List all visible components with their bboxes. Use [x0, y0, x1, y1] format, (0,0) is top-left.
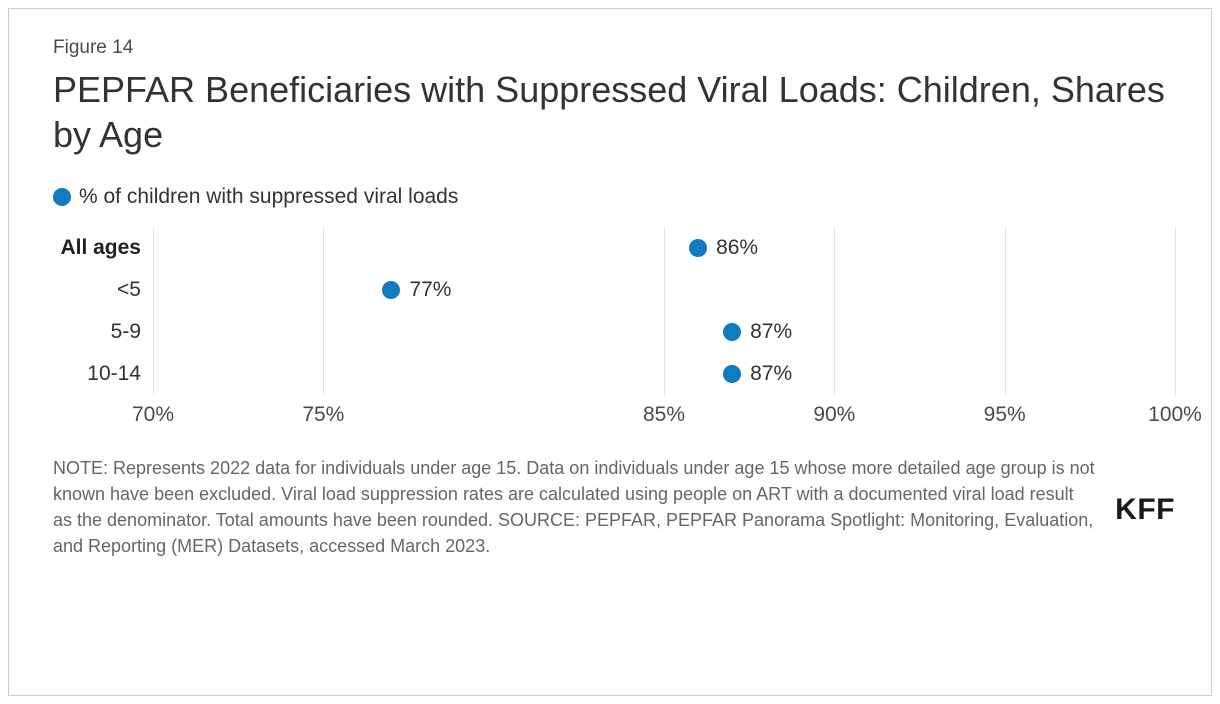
x-tick-label: 85%: [643, 403, 685, 427]
data-point-icon: [723, 365, 741, 383]
figure-number: Figure 14: [53, 37, 1175, 59]
x-tick-label: 95%: [984, 403, 1026, 427]
x-tick-label: 100%: [1148, 403, 1202, 427]
x-tick-label: 70%: [132, 403, 174, 427]
y-category-label: 10-14: [87, 362, 153, 386]
chart-area: All ages86%<577%5-987%10-1487% 70%75%85%…: [153, 227, 1175, 437]
x-tick-label: 75%: [302, 403, 344, 427]
data-point-icon: [689, 239, 707, 257]
data-point-label: 87%: [750, 362, 792, 386]
chart-row: All ages86%: [153, 227, 1175, 269]
data-point-label: 77%: [409, 278, 451, 302]
y-category-label: 5-9: [111, 320, 153, 344]
y-category-label: All ages: [60, 236, 153, 260]
chart-title: PEPFAR Beneficiaries with Suppressed Vir…: [53, 67, 1175, 157]
legend-marker-icon: [53, 188, 71, 206]
x-axis: 70%75%85%90%95%100%: [153, 395, 1175, 435]
legend: % of children with suppressed viral load…: [53, 185, 1175, 209]
gridline: [1175, 227, 1176, 395]
chart-row: 10-1487%: [153, 353, 1175, 395]
brand-logo: KFF: [1115, 493, 1175, 527]
data-point-label: 86%: [716, 236, 758, 260]
plot-region: All ages86%<577%5-987%10-1487%: [153, 227, 1175, 395]
data-point-icon: [723, 323, 741, 341]
figure-container: Figure 14 PEPFAR Beneficiaries with Supp…: [8, 8, 1212, 696]
chart-row: 5-987%: [153, 311, 1175, 353]
data-point-label: 87%: [750, 320, 792, 344]
footnote: NOTE: Represents 2022 data for individua…: [53, 455, 1095, 559]
legend-label: % of children with suppressed viral load…: [79, 185, 458, 209]
x-tick-label: 90%: [813, 403, 855, 427]
chart-row: <577%: [153, 269, 1175, 311]
data-point-icon: [382, 281, 400, 299]
y-category-label: <5: [117, 278, 153, 302]
footer-row: NOTE: Represents 2022 data for individua…: [53, 455, 1175, 559]
